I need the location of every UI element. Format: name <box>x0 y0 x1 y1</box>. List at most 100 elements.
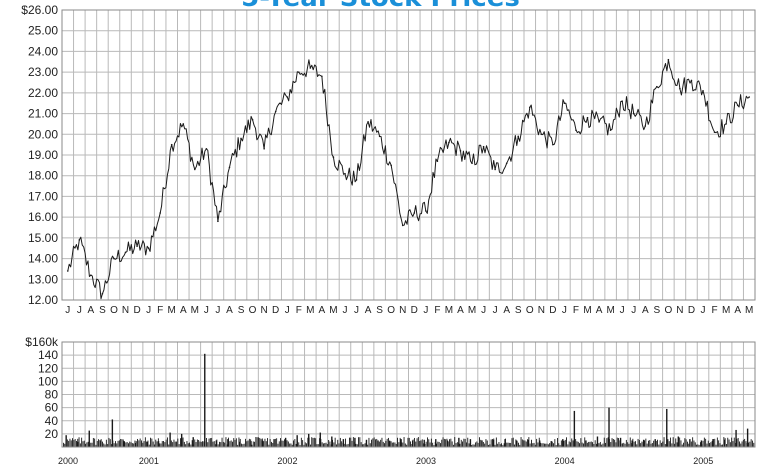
volume-baseline-bar <box>499 444 501 447</box>
volume-baseline-bar <box>542 443 544 447</box>
volume-baseline-bar <box>472 444 474 447</box>
volume-baseline-bar <box>200 441 202 447</box>
volume-baseline-bar <box>420 440 422 447</box>
volume-baseline-bar <box>349 437 350 447</box>
volume-baseline-bar <box>66 439 68 447</box>
volume-baseline-bar <box>570 442 571 447</box>
month-tick-label: F <box>573 305 579 316</box>
volume-baseline-bar <box>250 439 252 447</box>
volume-baseline-bar <box>702 440 704 447</box>
volume-baseline-bar <box>610 442 612 447</box>
volume-bar <box>192 437 194 447</box>
month-tick-label: M <box>583 305 591 316</box>
volume-baseline-bar <box>719 443 721 447</box>
volume-baseline-bar <box>408 437 410 447</box>
volume-baseline-bar <box>627 442 629 447</box>
month-tick-label: J <box>77 305 82 316</box>
price-point <box>263 147 265 150</box>
volume-bar <box>654 439 656 447</box>
volume-baseline-bar <box>126 442 128 447</box>
month-tick-label: N <box>399 305 406 316</box>
volume-baseline-bar <box>423 443 424 447</box>
price-point <box>563 102 566 105</box>
month-tick-label: A <box>319 305 326 316</box>
volume-baseline-bar <box>234 439 236 447</box>
volume-baseline-bar <box>255 437 257 447</box>
volume-baseline-bar <box>458 442 460 447</box>
volume-baseline-bar <box>637 438 639 447</box>
volume-baseline-bar <box>511 438 513 447</box>
volume-baseline-bar <box>245 438 246 447</box>
volume-baseline-bar <box>533 442 535 447</box>
volume-baseline-bar <box>455 443 457 447</box>
price-series-line <box>67 59 750 300</box>
volume-baseline-bar <box>164 442 166 447</box>
volume-baseline-bar <box>588 441 590 447</box>
volume-baseline-bar <box>737 437 739 447</box>
volume-baseline-bar <box>437 441 439 447</box>
volume-baseline-bar <box>419 440 421 447</box>
volume-baseline-bar <box>373 437 375 447</box>
volume-baseline-bar <box>729 442 731 447</box>
volume-baseline-bar <box>208 438 210 447</box>
month-tick-label: F <box>296 305 302 316</box>
volume-baseline-bar <box>651 443 653 447</box>
volume-baseline-bar <box>735 443 736 447</box>
month-tick-label: J <box>701 305 706 316</box>
volume-baseline-bar <box>670 437 671 447</box>
price-point <box>679 87 681 90</box>
volume-baseline-bar <box>174 441 176 447</box>
volume-bar <box>619 437 622 447</box>
year-tick-label: 2002 <box>277 456 297 466</box>
price-point <box>194 168 196 171</box>
volume-baseline-bar <box>355 443 357 447</box>
volume-baseline-bar <box>338 443 340 447</box>
volume-baseline-bar <box>650 443 652 447</box>
volume-baseline-bar <box>105 439 107 447</box>
volume-baseline-bar <box>243 443 245 447</box>
volume-baseline-bar <box>585 440 587 447</box>
volume-baseline-bar <box>486 440 488 447</box>
volume-baseline-bar <box>181 438 183 447</box>
month-tick-label: J <box>285 305 290 316</box>
volume-baseline-bar <box>89 444 90 447</box>
volume-baseline-bar <box>528 437 530 447</box>
volume-baseline-bar <box>421 439 423 447</box>
volume-baseline-bar <box>624 443 626 447</box>
volume-baseline-bar <box>282 440 284 447</box>
volume-baseline-bar <box>749 441 751 447</box>
volume-baseline-bar <box>664 444 666 447</box>
volume-baseline-bar <box>694 442 696 447</box>
volume-baseline-bar <box>546 443 548 447</box>
volume-baseline-bar <box>454 437 456 447</box>
volume-baseline-bar <box>115 441 116 447</box>
volume-bar <box>227 439 229 447</box>
volume-baseline-bar <box>393 442 395 447</box>
price-point <box>482 145 485 148</box>
volume-baseline-bar <box>302 440 304 447</box>
month-tick-label: D <box>133 305 140 316</box>
volume-bar <box>169 432 171 447</box>
volume-baseline-bar <box>750 439 752 447</box>
volume-baseline-bar <box>277 443 279 447</box>
volume-baseline-bar <box>672 437 674 447</box>
month-tick-label: M <box>468 305 476 316</box>
volume-bar <box>111 419 114 447</box>
volume-baseline-bar <box>79 443 81 447</box>
volume-baseline-bar <box>304 442 306 447</box>
price-y-tick-label: 13.00 <box>28 272 58 286</box>
volume-baseline-bar <box>427 437 428 447</box>
volume-baseline-bar <box>293 440 294 447</box>
volume-baseline-bar <box>177 438 179 447</box>
month-tick-label: F <box>434 305 440 316</box>
volume-baseline-bar <box>606 438 608 447</box>
volume-baseline-bar <box>559 444 561 447</box>
volume-baseline-bar <box>700 442 701 447</box>
price-point <box>309 67 312 69</box>
volume-baseline-bar <box>662 441 664 447</box>
volume-bar <box>411 440 414 447</box>
volume-baseline-bar <box>350 437 352 447</box>
volume-baseline-bar <box>593 444 595 447</box>
volume-baseline-bar <box>161 441 163 447</box>
volume-baseline-bar <box>391 442 393 447</box>
